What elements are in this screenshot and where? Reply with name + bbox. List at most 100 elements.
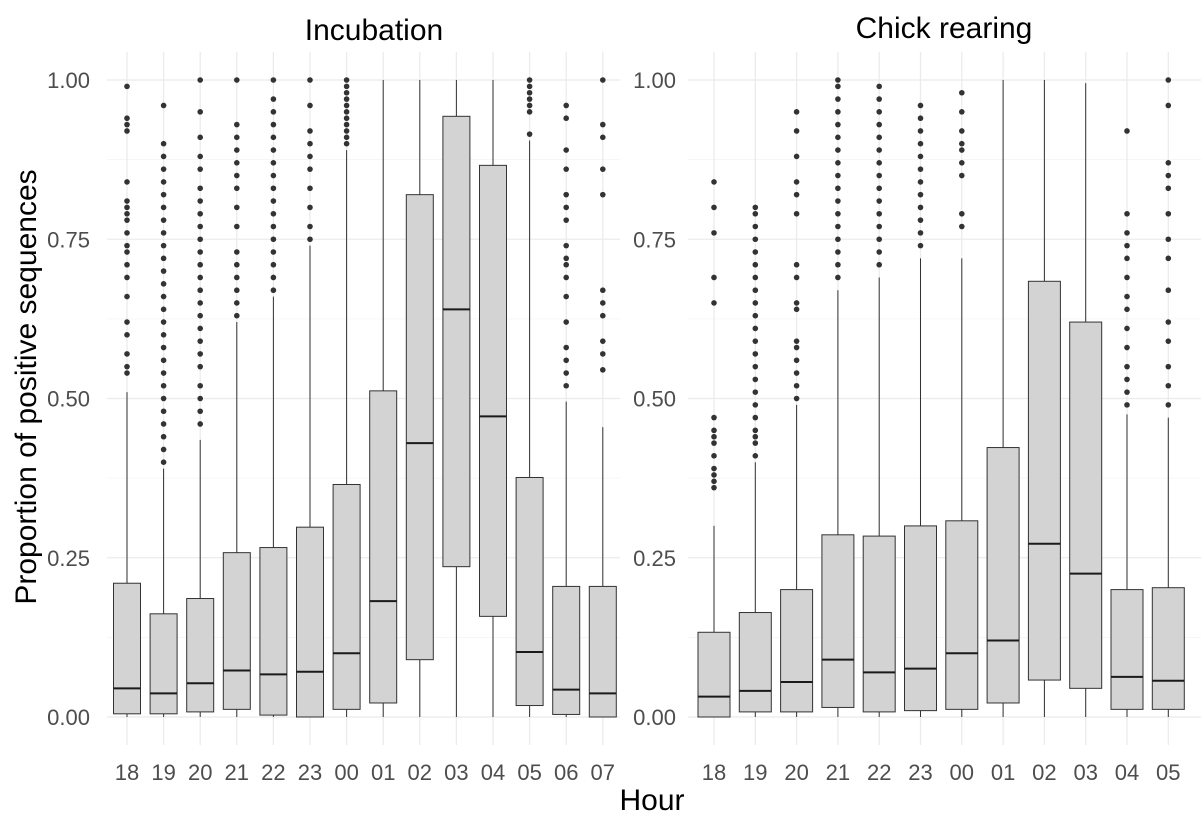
outlier-point xyxy=(752,325,759,332)
outlier-point xyxy=(1124,376,1130,383)
outlier-point xyxy=(343,77,350,83)
outlier-point xyxy=(234,261,240,268)
outlier-point xyxy=(197,261,203,268)
outlier-point xyxy=(270,185,277,192)
outlier-point xyxy=(197,249,203,255)
outlier-point xyxy=(600,338,606,344)
outlier-point xyxy=(160,242,167,249)
outlier-point xyxy=(270,287,277,294)
box-iqr xyxy=(552,585,581,715)
outlier-point xyxy=(793,300,800,306)
outlier-point xyxy=(270,274,277,281)
outlier-point xyxy=(835,198,841,204)
outlier-point xyxy=(711,453,717,459)
x-tick-label: 02 xyxy=(1032,760,1056,785)
outlier-point xyxy=(711,204,717,211)
box-iqr xyxy=(113,582,141,715)
box-iqr xyxy=(862,535,896,713)
box-iqr xyxy=(405,194,434,661)
outlier-point xyxy=(563,204,569,211)
outlier-point xyxy=(600,312,606,319)
outlier-point xyxy=(835,121,841,128)
outlier-point xyxy=(124,261,130,268)
outlier-point xyxy=(959,172,965,179)
outlier-point xyxy=(160,306,167,313)
outlier-point xyxy=(793,274,800,281)
outlier-point xyxy=(124,332,130,338)
outlier-point xyxy=(234,312,240,319)
outlier-point xyxy=(600,367,606,373)
outlier-point xyxy=(876,236,882,243)
box-iqr xyxy=(222,552,251,710)
outlier-point xyxy=(1124,363,1130,370)
outlier-point xyxy=(917,217,924,223)
outlier-point xyxy=(835,77,841,83)
outlier-point xyxy=(160,382,167,389)
outlier-point xyxy=(917,102,924,109)
outlier-point xyxy=(124,121,130,128)
outlier-point xyxy=(160,281,167,287)
y-tick-label: 0.25 xyxy=(633,546,676,571)
outlier-point xyxy=(1165,236,1172,243)
box-01 xyxy=(986,80,1020,717)
outlier-point xyxy=(793,128,800,134)
outlier-point xyxy=(197,312,203,319)
outlier-point xyxy=(270,109,277,115)
outlier-point xyxy=(160,230,167,236)
outlier-point xyxy=(197,287,203,294)
outlier-point xyxy=(793,210,800,217)
outlier-point xyxy=(835,83,841,90)
box-00 xyxy=(332,77,361,717)
outlier-point xyxy=(835,274,841,281)
outlier-point xyxy=(917,140,924,147)
outlier-point xyxy=(1165,210,1172,217)
outlier-point xyxy=(876,210,882,217)
box-22 xyxy=(862,83,896,717)
box-iqr xyxy=(1151,587,1185,710)
outlier-point xyxy=(526,96,533,102)
outlier-point xyxy=(1124,325,1130,332)
outlier-point xyxy=(197,185,203,192)
outlier-point xyxy=(752,376,759,383)
x-tick-label: 02 xyxy=(408,760,432,785)
outlier-point xyxy=(752,402,759,408)
outlier-point xyxy=(197,210,203,217)
outlier-point xyxy=(343,121,350,128)
box-18 xyxy=(113,83,141,717)
outlier-point xyxy=(563,319,569,325)
outlier-point xyxy=(1124,344,1130,351)
outlier-point xyxy=(160,433,167,440)
outlier-point xyxy=(270,96,277,102)
outlier-point xyxy=(307,102,313,109)
outlier-point xyxy=(752,312,759,319)
y-tick-label: 0.25 xyxy=(47,546,90,571)
outlier-point xyxy=(752,274,759,281)
outlier-point xyxy=(711,472,717,478)
y-tick-label: 0.75 xyxy=(47,227,90,252)
outlier-point xyxy=(563,382,569,389)
outlier-point xyxy=(160,204,167,211)
outlier-point xyxy=(835,134,841,141)
x-tick-label: 20 xyxy=(188,760,212,785)
outlier-point xyxy=(197,109,203,115)
outlier-point xyxy=(1165,255,1172,262)
outlier-point xyxy=(752,249,759,255)
box-03 xyxy=(442,80,471,717)
outlier-point xyxy=(793,338,800,344)
x-tick-label: 01 xyxy=(371,760,395,785)
outlier-point xyxy=(234,160,240,166)
box-19 xyxy=(149,102,178,717)
outlier-point xyxy=(917,179,924,185)
outlier-point xyxy=(124,204,130,211)
x-tick-label: 19 xyxy=(743,760,767,785)
outlier-point xyxy=(711,484,717,491)
outlier-point xyxy=(711,478,717,485)
outlier-point xyxy=(959,223,965,230)
outlier-point xyxy=(234,172,240,179)
outlier-point xyxy=(124,293,130,300)
outlier-point xyxy=(526,131,533,137)
outlier-point xyxy=(835,109,841,115)
outlier-point xyxy=(959,147,965,153)
outlier-point xyxy=(234,249,240,255)
outlier-point xyxy=(752,363,759,370)
